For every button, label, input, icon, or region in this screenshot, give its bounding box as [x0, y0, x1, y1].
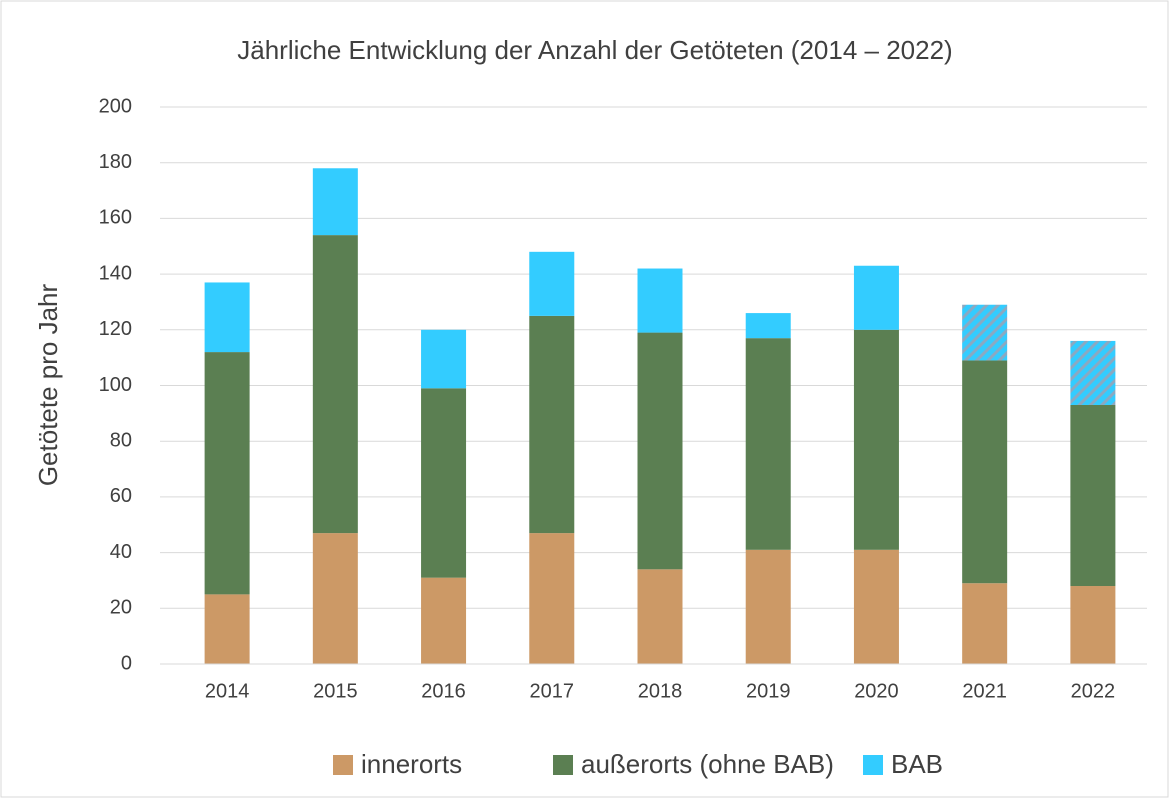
bar-segment — [745, 313, 791, 339]
bar-segment — [312, 168, 358, 236]
y-tick-label: 200 — [99, 95, 132, 117]
bar-segment — [637, 268, 683, 333]
bar-segment — [853, 329, 899, 550]
legend-swatch — [863, 755, 883, 775]
bar-segment — [962, 360, 1008, 584]
y-tick-label: 20 — [110, 597, 132, 619]
y-axis-label: Getötete pro Jahr — [33, 283, 63, 486]
y-tick-label: 40 — [110, 541, 132, 563]
bar-segment — [1070, 340, 1116, 405]
y-tick-label: 100 — [99, 374, 132, 396]
bar-segment — [529, 251, 575, 316]
x-tick-label: 2021 — [962, 680, 1007, 702]
bar-segment — [637, 569, 683, 664]
x-tick-label: 2022 — [1071, 680, 1116, 702]
y-tick-label: 160 — [99, 207, 132, 229]
legend-swatch — [333, 755, 353, 775]
bar-segment — [529, 533, 575, 664]
y-tick-label: 180 — [99, 151, 132, 173]
legend-label: innerorts — [361, 749, 462, 779]
x-tick-label: 2016 — [421, 680, 466, 702]
bar-segment — [312, 533, 358, 664]
bar-segment — [745, 549, 791, 664]
bar-segment — [637, 332, 683, 570]
bar-segment — [1070, 586, 1116, 664]
bar-segment — [853, 265, 899, 330]
bar-segment — [204, 594, 250, 664]
bar-segment — [421, 329, 467, 389]
x-tick-label: 2014 — [205, 680, 250, 702]
legend-swatch — [553, 755, 573, 775]
y-tick-label: 80 — [110, 429, 132, 451]
y-tick-label: 140 — [99, 262, 132, 284]
bar-segment — [1070, 404, 1116, 587]
bar-segment — [421, 388, 467, 578]
x-tick-label: 2020 — [854, 680, 899, 702]
bar-segment — [962, 304, 1008, 361]
bar-segment — [204, 282, 250, 353]
legend-label: außerorts (ohne BAB) — [581, 749, 834, 779]
y-tick-label: 0 — [121, 652, 132, 674]
bar-segment — [312, 235, 358, 534]
x-tick-label: 2019 — [746, 680, 791, 702]
x-tick-label: 2018 — [638, 680, 683, 702]
bar-segment — [204, 352, 250, 595]
x-tick-label: 2017 — [530, 680, 575, 702]
x-tick-label: 2015 — [313, 680, 358, 702]
legend-label: BAB — [891, 749, 943, 779]
chart-title: Jährliche Entwicklung der Anzahl der Get… — [237, 35, 952, 65]
bar-segment — [421, 577, 467, 664]
bar-segment — [853, 549, 899, 664]
y-tick-label: 60 — [110, 485, 132, 507]
y-tick-label: 120 — [99, 318, 132, 340]
bar-segment — [745, 338, 791, 550]
bar-segment — [962, 583, 1008, 664]
bar-segment — [529, 315, 575, 534]
